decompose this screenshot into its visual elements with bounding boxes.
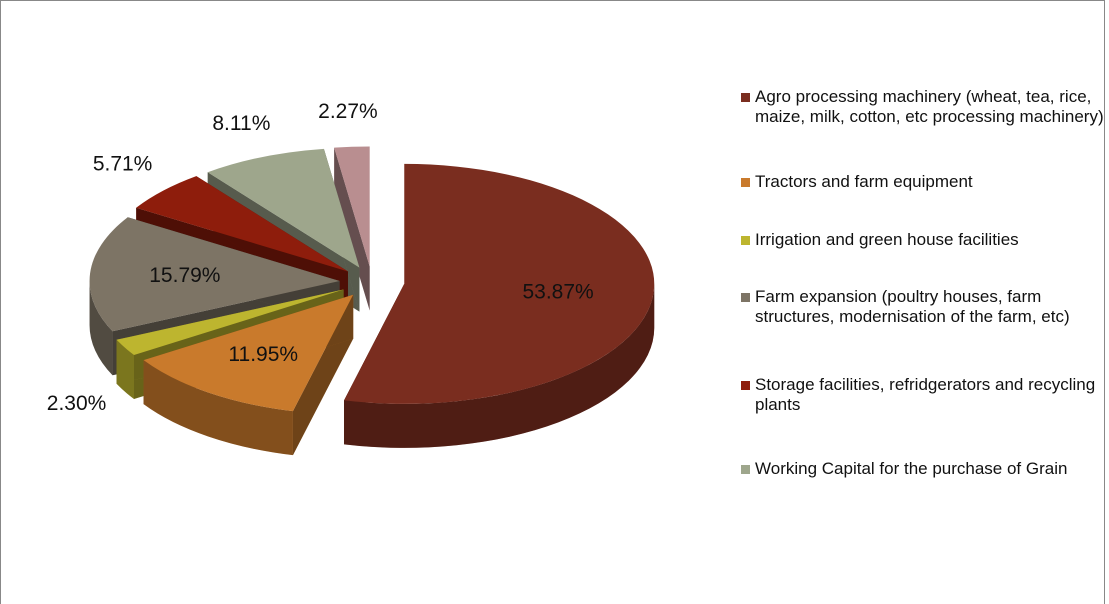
outer-wall <box>89 281 113 376</box>
slice-top <box>136 176 348 272</box>
slice-top <box>143 294 354 412</box>
outer-wall-shade <box>143 360 293 456</box>
slice <box>334 146 370 311</box>
slice-top <box>344 163 655 404</box>
data-label: 8.11% <box>212 112 270 135</box>
legend-swatch <box>741 236 750 245</box>
outer-wall <box>116 339 134 399</box>
legend-swatch <box>741 293 750 302</box>
slice-top <box>207 148 360 268</box>
outer-wall <box>143 360 293 456</box>
legend-entry: Agro processing machinery (wheat, tea, r… <box>741 87 1109 127</box>
legend-swatch <box>741 178 750 187</box>
slice <box>344 163 655 448</box>
legend-label: Tractors and farm equipment <box>755 172 973 191</box>
legend-entry: Storage facilities, refridgerators and r… <box>741 375 1109 415</box>
legend-entry: Tractors and farm equipment <box>741 172 1109 192</box>
data-label: 15.79% <box>149 264 220 287</box>
outer-wall-shade <box>344 283 655 448</box>
outer-wall-shade <box>116 339 134 399</box>
legend-label: Farm expansion (poultry houses, farm str… <box>755 287 1070 326</box>
slice-top <box>334 146 370 267</box>
legend-entry: Working Capital for the purchase of Grai… <box>741 459 1109 479</box>
data-label: 11.95% <box>228 343 298 366</box>
slice-top <box>89 217 340 332</box>
slice <box>143 294 354 456</box>
outer-wall <box>344 283 655 448</box>
legend-swatch <box>741 93 750 102</box>
outer-wall-shade <box>89 281 113 376</box>
legend-swatch <box>741 465 750 474</box>
legend-label: Irrigation and green house facilities <box>755 230 1019 249</box>
data-label: 53.87% <box>522 280 593 303</box>
legend-label: Working Capital for the purchase of Grai… <box>755 459 1068 478</box>
data-label: 2.27% <box>318 100 378 123</box>
legend-swatch <box>741 381 750 390</box>
legend-entry: Farm expansion (poultry houses, farm str… <box>741 287 1109 327</box>
legend-label: Storage facilities, refridgerators and r… <box>755 375 1096 414</box>
data-label: 5.71% <box>93 152 153 175</box>
radial-wall-shade <box>334 147 370 311</box>
radial-wall <box>334 147 370 311</box>
legend-label: Agro processing machinery (wheat, tea, r… <box>755 87 1104 126</box>
legend-entry: Irrigation and green house facilities <box>741 230 1109 250</box>
data-label: 2.30% <box>47 392 107 415</box>
slice-top <box>116 289 344 355</box>
